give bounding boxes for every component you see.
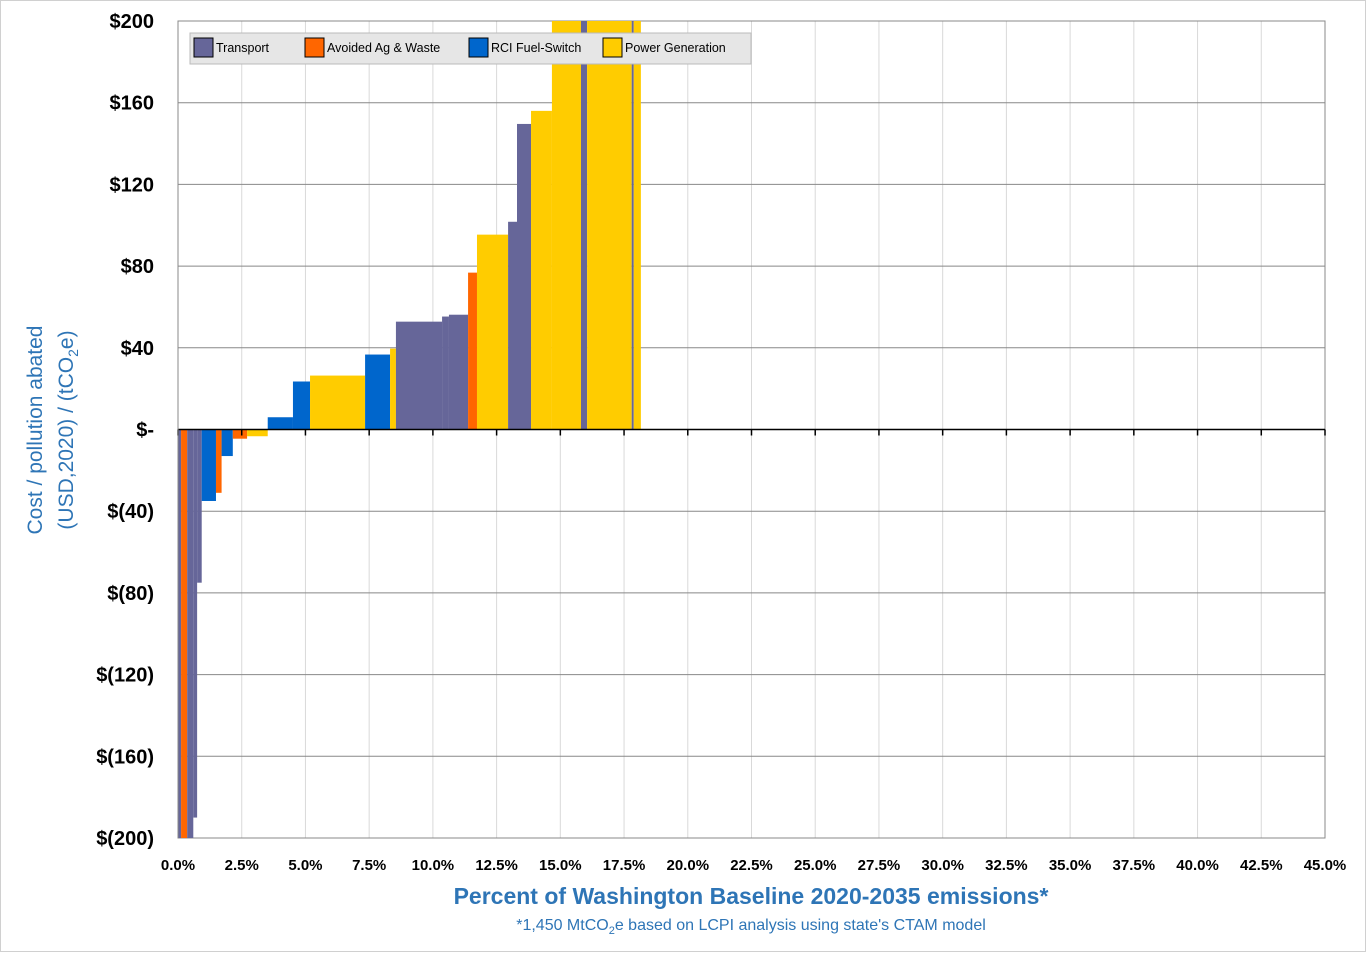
x-tick-label: 25.0% (794, 857, 837, 874)
x-tick-label: 40.0% (1176, 857, 1219, 874)
y-tick-label: $(160) (96, 746, 154, 768)
x-tick-label: 5.0% (288, 857, 322, 874)
y-tick-label: $(80) (107, 583, 154, 605)
bar-transport (197, 429, 202, 583)
x-tick-label: 45.0% (1304, 857, 1347, 874)
bar-power-generation (476, 234, 509, 430)
bar-rci-fuel-switch (201, 429, 216, 501)
bar-avoided-ag-waste (468, 272, 477, 430)
bar-transport (448, 314, 469, 430)
x-tick-label: 42.5% (1240, 857, 1283, 874)
legend: Transport Avoided Ag & Waste RCI Fuel-Swit… (189, 32, 752, 65)
y-tick-label: $(40) (107, 501, 154, 523)
x-tick-label: 12.5% (475, 857, 518, 874)
x-tick-label: 30.0% (921, 857, 964, 874)
footnote: *1,450 MtCO2e based on LCPI analysis usi… (516, 917, 986, 937)
y-tick-label: $160 (110, 93, 155, 115)
bar-transport (395, 321, 443, 430)
bar-transport (631, 21, 634, 430)
x-tick-labels: 0.0% 2.5% 5.0% 7.5% 10.0% 12.5% 15.0% 17.5% 20.0… (161, 857, 1346, 874)
y-tick-label: $- (136, 420, 154, 442)
bar-power-generation (531, 110, 552, 430)
bar-avoided-ag-waste (215, 429, 222, 493)
bar-power-generation (310, 375, 366, 430)
y-tick-label: $(120) (96, 665, 154, 687)
y-axis-title-part: (USD,2020) / (tCO (55, 357, 78, 530)
legend-label: Avoided Ag & Waste (327, 41, 440, 55)
x-tick-label: 27.5% (858, 857, 901, 874)
bar-transport (193, 429, 198, 818)
y-axis-title-line1: Cost / pollution abated (24, 326, 47, 535)
x-tick-label: 37.5% (1113, 857, 1156, 874)
bar-power-generation (551, 21, 581, 430)
bar-rci-fuel-switch (221, 429, 233, 457)
x-tick-label: 15.0% (539, 857, 582, 874)
bar-transport (442, 316, 449, 430)
x-tick-label: 2.5% (225, 857, 259, 874)
bar-rci-fuel-switch (267, 417, 293, 430)
footnote-part: e based on LCPI analysis using state's C… (615, 917, 986, 934)
bar-transport (508, 221, 518, 430)
y-tick-labels: $200 $160 $120 $80 $40 $- $(40) $(80) $(120) $(16… (96, 11, 154, 850)
y-tick-label: $(200) (96, 828, 154, 850)
x-tick-label: 0.0% (161, 857, 195, 874)
y-tick-label: $120 (110, 174, 155, 196)
x-tick-label: 32.5% (985, 857, 1028, 874)
bar-avoided-ag-waste (181, 429, 188, 838)
x-tick-label: 17.5% (603, 857, 646, 874)
x-axis-title: Percent of Washington Baseline 2020-2035… (454, 883, 1049, 909)
y-axis-title-part: e) (55, 330, 78, 349)
bar-rci-fuel-switch (292, 381, 311, 430)
bar-power-generation (390, 348, 396, 430)
legend-swatch (193, 37, 214, 58)
bars (178, 21, 641, 838)
x-tick-label: 35.0% (1049, 857, 1092, 874)
legend-label: Transport (216, 41, 270, 55)
footnote-part: *1,450 MtCO (516, 917, 608, 934)
legend-swatch (468, 37, 489, 58)
x-tick-label: 10.0% (412, 857, 455, 874)
bar-power-generation (247, 429, 268, 437)
footnote-subscript: 2 (609, 925, 615, 937)
legend-swatch (602, 37, 623, 58)
axes (177, 21, 1326, 838)
y-tick-label: $40 (121, 338, 154, 360)
y-tick-label: $200 (110, 11, 155, 33)
x-tick-label: 7.5% (352, 857, 386, 874)
bar-transport (517, 123, 532, 430)
bar-transport (178, 429, 182, 838)
x-tick-label: 22.5% (730, 857, 773, 874)
bar-transport (187, 429, 194, 838)
bar-power-generation (633, 21, 641, 430)
legend-label: RCI Fuel-Switch (491, 41, 581, 55)
y-tick-label: $80 (121, 256, 154, 278)
y-axis-title-subscript: 2 (65, 349, 81, 357)
bar-avoided-ag-waste (232, 429, 248, 439)
bar-rci-fuel-switch (365, 354, 391, 430)
x-tick-label: 20.0% (667, 857, 710, 874)
bar-transport (580, 21, 588, 430)
legend-label: Power Generation (625, 41, 726, 55)
y-axis-title-line2: (USD,2020) / (tCO2e) (55, 330, 81, 529)
legend-swatch (304, 37, 325, 58)
bar-power-generation (587, 21, 632, 430)
